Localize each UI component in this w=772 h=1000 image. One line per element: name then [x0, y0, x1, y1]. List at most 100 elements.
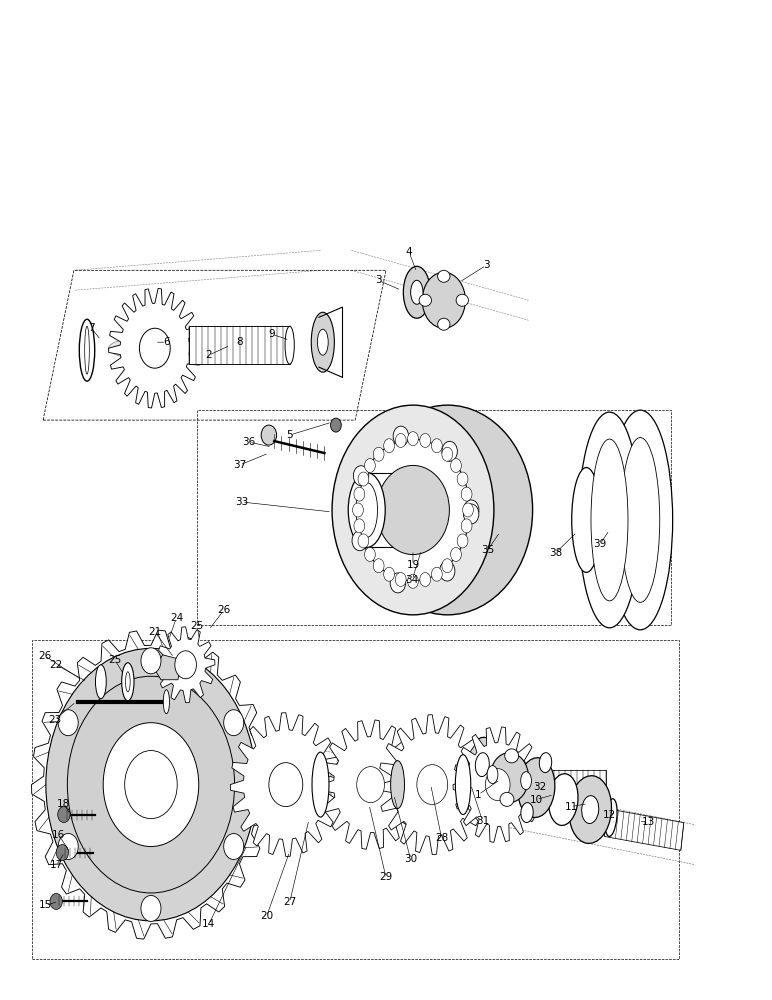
Circle shape [354, 466, 369, 486]
Circle shape [408, 574, 418, 588]
Polygon shape [32, 630, 270, 939]
Ellipse shape [476, 753, 489, 777]
Circle shape [364, 547, 375, 561]
Circle shape [357, 767, 384, 803]
Circle shape [354, 487, 364, 501]
Text: 4: 4 [406, 247, 412, 257]
Text: 5: 5 [286, 430, 293, 440]
Text: 20: 20 [260, 911, 273, 921]
Ellipse shape [317, 329, 328, 355]
Circle shape [374, 447, 384, 461]
Ellipse shape [403, 266, 430, 318]
Ellipse shape [419, 294, 432, 306]
Text: 39: 39 [594, 539, 607, 549]
Text: 19: 19 [406, 560, 420, 570]
Ellipse shape [572, 468, 601, 572]
Circle shape [364, 459, 375, 473]
Ellipse shape [285, 326, 294, 364]
Circle shape [352, 531, 367, 551]
Text: 16: 16 [52, 830, 65, 840]
Ellipse shape [311, 312, 334, 372]
Ellipse shape [581, 796, 599, 823]
Circle shape [408, 432, 418, 446]
Ellipse shape [80, 319, 95, 381]
Polygon shape [453, 727, 543, 842]
Text: 14: 14 [202, 919, 215, 929]
Ellipse shape [608, 410, 672, 630]
Text: 28: 28 [435, 833, 448, 843]
Ellipse shape [621, 438, 660, 602]
Ellipse shape [363, 405, 533, 615]
Polygon shape [157, 627, 215, 703]
Circle shape [384, 439, 394, 453]
Ellipse shape [391, 761, 405, 809]
Ellipse shape [164, 690, 170, 714]
Circle shape [224, 710, 244, 736]
Circle shape [354, 519, 364, 533]
Polygon shape [537, 770, 605, 800]
Circle shape [457, 472, 468, 486]
Circle shape [374, 559, 384, 573]
Circle shape [269, 763, 303, 807]
Circle shape [103, 723, 198, 847]
Circle shape [140, 328, 171, 368]
Polygon shape [367, 473, 421, 547]
Text: 18: 18 [57, 799, 70, 809]
Circle shape [461, 487, 472, 501]
Circle shape [395, 573, 406, 586]
Ellipse shape [438, 270, 450, 282]
Circle shape [451, 547, 462, 561]
Circle shape [125, 751, 178, 819]
Ellipse shape [312, 752, 329, 817]
Circle shape [67, 676, 235, 893]
Text: 25: 25 [108, 655, 121, 665]
Ellipse shape [438, 318, 450, 330]
Text: 38: 38 [549, 548, 562, 558]
Text: 26: 26 [218, 605, 231, 615]
Ellipse shape [548, 774, 578, 825]
Circle shape [384, 567, 394, 581]
Ellipse shape [455, 755, 471, 815]
Text: 32: 32 [533, 782, 547, 792]
Text: 35: 35 [481, 545, 494, 555]
Circle shape [58, 834, 78, 860]
Text: 21: 21 [148, 627, 161, 637]
Circle shape [330, 418, 341, 432]
Circle shape [461, 519, 472, 533]
Text: 1: 1 [475, 790, 482, 800]
Text: 6: 6 [163, 337, 170, 347]
Circle shape [56, 845, 69, 860]
Circle shape [224, 834, 244, 860]
Circle shape [463, 504, 479, 524]
Ellipse shape [500, 792, 514, 806]
Text: 11: 11 [564, 802, 577, 812]
Circle shape [486, 769, 510, 801]
Ellipse shape [605, 799, 617, 836]
Polygon shape [109, 288, 201, 408]
Text: 10: 10 [530, 795, 543, 805]
Polygon shape [230, 713, 341, 857]
Text: 13: 13 [642, 817, 655, 827]
Text: 3: 3 [482, 260, 489, 270]
Text: 7: 7 [88, 323, 95, 333]
Circle shape [141, 648, 161, 674]
Polygon shape [378, 715, 486, 855]
Ellipse shape [487, 766, 498, 784]
Text: 31: 31 [476, 816, 489, 826]
Circle shape [358, 534, 369, 548]
Circle shape [432, 439, 442, 453]
Text: 2: 2 [205, 350, 212, 360]
Text: 8: 8 [236, 337, 243, 347]
Text: 34: 34 [405, 575, 419, 585]
Ellipse shape [540, 753, 552, 773]
Ellipse shape [85, 326, 90, 374]
Text: 17: 17 [49, 860, 63, 870]
Circle shape [420, 433, 431, 447]
Ellipse shape [356, 483, 378, 537]
Circle shape [442, 559, 452, 573]
Circle shape [58, 807, 70, 823]
Ellipse shape [569, 776, 611, 843]
Circle shape [141, 895, 161, 921]
Text: 36: 36 [242, 437, 256, 447]
Circle shape [432, 567, 442, 581]
